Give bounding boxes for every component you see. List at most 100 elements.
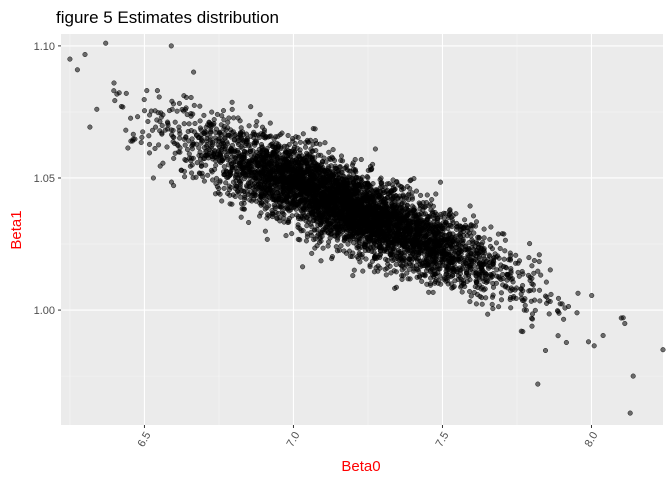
data-point	[217, 129, 223, 135]
data-point	[156, 94, 162, 100]
data-point	[111, 88, 117, 94]
data-point	[203, 124, 209, 130]
data-point	[228, 146, 234, 152]
data-point	[502, 237, 508, 243]
data-point	[456, 249, 462, 256]
data-point	[312, 196, 318, 202]
data-point	[253, 123, 259, 129]
data-point	[238, 201, 245, 207]
data-point	[424, 258, 430, 265]
data-point	[502, 248, 508, 254]
data-point	[297, 150, 303, 156]
data-point	[450, 284, 456, 291]
data-point	[255, 160, 261, 166]
data-point	[356, 243, 362, 250]
data-point	[458, 226, 465, 232]
data-point	[438, 231, 444, 237]
data-point	[589, 292, 595, 299]
data-point	[438, 214, 444, 220]
data-point	[289, 157, 295, 164]
data-point	[395, 228, 401, 235]
data-point	[208, 139, 214, 145]
data-point	[221, 126, 227, 132]
data-point	[321, 210, 327, 216]
data-point	[325, 243, 331, 249]
data-point	[188, 158, 194, 164]
data-point	[272, 174, 278, 180]
data-point	[400, 186, 407, 192]
data-point	[238, 214, 244, 220]
data-point	[384, 194, 390, 200]
data-point	[476, 282, 482, 288]
data-point	[197, 103, 203, 109]
data-point	[488, 224, 494, 230]
data-point	[220, 108, 227, 114]
data-point	[337, 163, 343, 170]
data-point	[360, 268, 366, 274]
data-point	[399, 276, 405, 282]
data-point	[267, 185, 273, 191]
data-point	[389, 203, 395, 209]
data-point	[489, 301, 495, 307]
data-point	[529, 263, 535, 269]
data-point	[468, 266, 474, 272]
data-point	[216, 158, 223, 164]
data-point	[521, 307, 527, 313]
data-point	[437, 257, 443, 263]
data-point	[238, 144, 244, 150]
data-point	[382, 184, 388, 190]
data-point	[418, 192, 424, 198]
data-point	[368, 218, 374, 224]
data-point	[246, 123, 252, 129]
data-point	[141, 97, 147, 103]
data-point	[378, 180, 384, 186]
data-point	[479, 301, 485, 307]
data-point	[333, 177, 340, 183]
data-point	[443, 271, 449, 278]
data-point	[189, 136, 195, 142]
data-point	[234, 149, 240, 155]
data-point	[501, 256, 507, 262]
data-point	[268, 141, 275, 147]
data-point	[490, 280, 496, 286]
data-point	[201, 112, 207, 118]
data-point	[268, 161, 275, 167]
data-point	[532, 297, 538, 303]
data-point	[426, 227, 432, 234]
data-point	[402, 206, 408, 212]
data-point	[563, 339, 569, 346]
data-point	[490, 261, 496, 267]
data-point	[331, 200, 337, 206]
data-point	[144, 88, 150, 94]
data-point	[478, 265, 484, 271]
data-point	[467, 288, 473, 295]
data-point	[238, 174, 244, 180]
data-point	[369, 223, 375, 229]
data-point	[260, 147, 266, 153]
data-point	[513, 295, 519, 302]
data-point	[312, 227, 318, 233]
data-point	[307, 189, 314, 195]
data-point	[235, 115, 241, 121]
data-point	[483, 261, 489, 267]
data-point	[241, 196, 248, 202]
data-point	[485, 256, 491, 262]
data-point	[312, 159, 318, 165]
data-point	[300, 264, 306, 270]
data-point	[387, 251, 394, 258]
data-point	[295, 236, 301, 242]
data-point	[423, 231, 429, 237]
data-point	[462, 217, 468, 223]
data-point	[172, 119, 178, 125]
data-point	[264, 153, 270, 159]
data-point	[555, 295, 562, 301]
data-point	[547, 267, 553, 273]
data-point	[223, 180, 229, 186]
data-point	[214, 111, 220, 117]
data-point	[450, 220, 456, 226]
data-point	[451, 248, 457, 254]
data-point	[157, 119, 163, 125]
data-point	[341, 248, 347, 254]
data-point	[317, 235, 323, 241]
data-point	[257, 112, 263, 118]
